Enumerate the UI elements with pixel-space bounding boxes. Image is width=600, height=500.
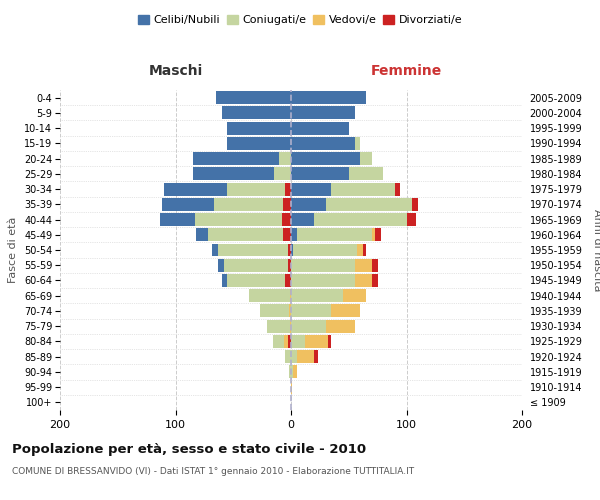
Bar bbox=[280, 152, 291, 165]
Bar bbox=[224, 259, 287, 272]
Bar bbox=[289, 366, 291, 378]
Bar bbox=[161, 198, 214, 211]
Bar bbox=[287, 244, 291, 256]
Bar bbox=[291, 182, 331, 196]
Bar bbox=[222, 106, 291, 120]
Bar bbox=[293, 244, 357, 256]
Bar bbox=[164, 182, 227, 196]
Bar bbox=[291, 366, 293, 378]
Bar bbox=[372, 228, 376, 241]
Bar bbox=[412, 198, 418, 211]
Bar bbox=[287, 335, 291, 348]
Bar bbox=[193, 168, 274, 180]
Bar bbox=[283, 228, 291, 241]
Bar bbox=[195, 213, 282, 226]
Bar bbox=[227, 137, 291, 150]
Bar bbox=[355, 137, 360, 150]
Bar bbox=[291, 137, 355, 150]
Bar bbox=[293, 366, 297, 378]
Text: Femmine: Femmine bbox=[371, 64, 442, 78]
Bar bbox=[291, 274, 355, 287]
Bar bbox=[285, 350, 291, 363]
Bar bbox=[216, 91, 291, 104]
Bar bbox=[291, 289, 343, 302]
Bar bbox=[260, 304, 289, 318]
Bar bbox=[297, 228, 372, 241]
Bar bbox=[376, 228, 381, 241]
Bar bbox=[291, 259, 355, 272]
Bar bbox=[291, 304, 331, 318]
Bar bbox=[314, 213, 407, 226]
Bar bbox=[218, 259, 224, 272]
Bar bbox=[360, 152, 372, 165]
Bar bbox=[326, 320, 355, 332]
Text: Popolazione per età, sesso e stato civile - 2010: Popolazione per età, sesso e stato civil… bbox=[12, 442, 366, 456]
Bar bbox=[328, 335, 331, 348]
Bar bbox=[357, 244, 362, 256]
Bar bbox=[160, 213, 195, 226]
Bar bbox=[395, 182, 400, 196]
Bar bbox=[227, 182, 285, 196]
Bar bbox=[196, 228, 208, 241]
Bar bbox=[284, 335, 287, 348]
Bar bbox=[291, 213, 314, 226]
Bar bbox=[290, 320, 291, 332]
Bar bbox=[272, 335, 284, 348]
Bar bbox=[291, 198, 326, 211]
Bar bbox=[291, 320, 326, 332]
Bar bbox=[291, 152, 360, 165]
Bar bbox=[291, 106, 355, 120]
Bar bbox=[285, 274, 291, 287]
Bar bbox=[326, 198, 412, 211]
Bar bbox=[355, 259, 372, 272]
Bar bbox=[291, 380, 292, 394]
Bar bbox=[274, 168, 291, 180]
Bar bbox=[218, 244, 287, 256]
Bar bbox=[362, 244, 366, 256]
Bar bbox=[291, 350, 297, 363]
Bar bbox=[290, 289, 291, 302]
Bar bbox=[227, 122, 291, 134]
Bar bbox=[305, 335, 328, 348]
Bar bbox=[227, 274, 285, 287]
Bar bbox=[331, 182, 395, 196]
Bar bbox=[289, 304, 291, 318]
Bar bbox=[267, 320, 290, 332]
Bar bbox=[343, 289, 366, 302]
Bar bbox=[291, 91, 366, 104]
Bar bbox=[250, 289, 290, 302]
Bar bbox=[212, 244, 218, 256]
Bar bbox=[349, 168, 383, 180]
Text: COMUNE DI BRESSANVIDO (VI) - Dati ISTAT 1° gennaio 2010 - Elaborazione TUTTITALI: COMUNE DI BRESSANVIDO (VI) - Dati ISTAT … bbox=[12, 468, 414, 476]
Bar bbox=[193, 152, 280, 165]
Bar bbox=[214, 198, 283, 211]
Bar bbox=[291, 228, 297, 241]
Bar bbox=[222, 274, 227, 287]
Bar bbox=[291, 244, 293, 256]
Bar bbox=[291, 122, 349, 134]
Legend: Celibi/Nubili, Coniugati/e, Vedovi/e, Divorziati/e: Celibi/Nubili, Coniugati/e, Vedovi/e, Di… bbox=[133, 10, 467, 30]
Bar bbox=[291, 168, 349, 180]
Y-axis label: Fasce di età: Fasce di età bbox=[8, 217, 19, 283]
Bar bbox=[282, 213, 291, 226]
Bar bbox=[291, 335, 305, 348]
Bar bbox=[331, 304, 360, 318]
Text: Maschi: Maschi bbox=[148, 64, 203, 78]
Bar bbox=[372, 274, 377, 287]
Bar bbox=[314, 350, 317, 363]
Y-axis label: Anni di nascita: Anni di nascita bbox=[592, 209, 600, 291]
Bar bbox=[407, 213, 416, 226]
Bar bbox=[372, 259, 377, 272]
Bar bbox=[208, 228, 283, 241]
Bar bbox=[287, 259, 291, 272]
Bar bbox=[283, 198, 291, 211]
Bar bbox=[297, 350, 314, 363]
Bar bbox=[355, 274, 372, 287]
Bar bbox=[285, 182, 291, 196]
